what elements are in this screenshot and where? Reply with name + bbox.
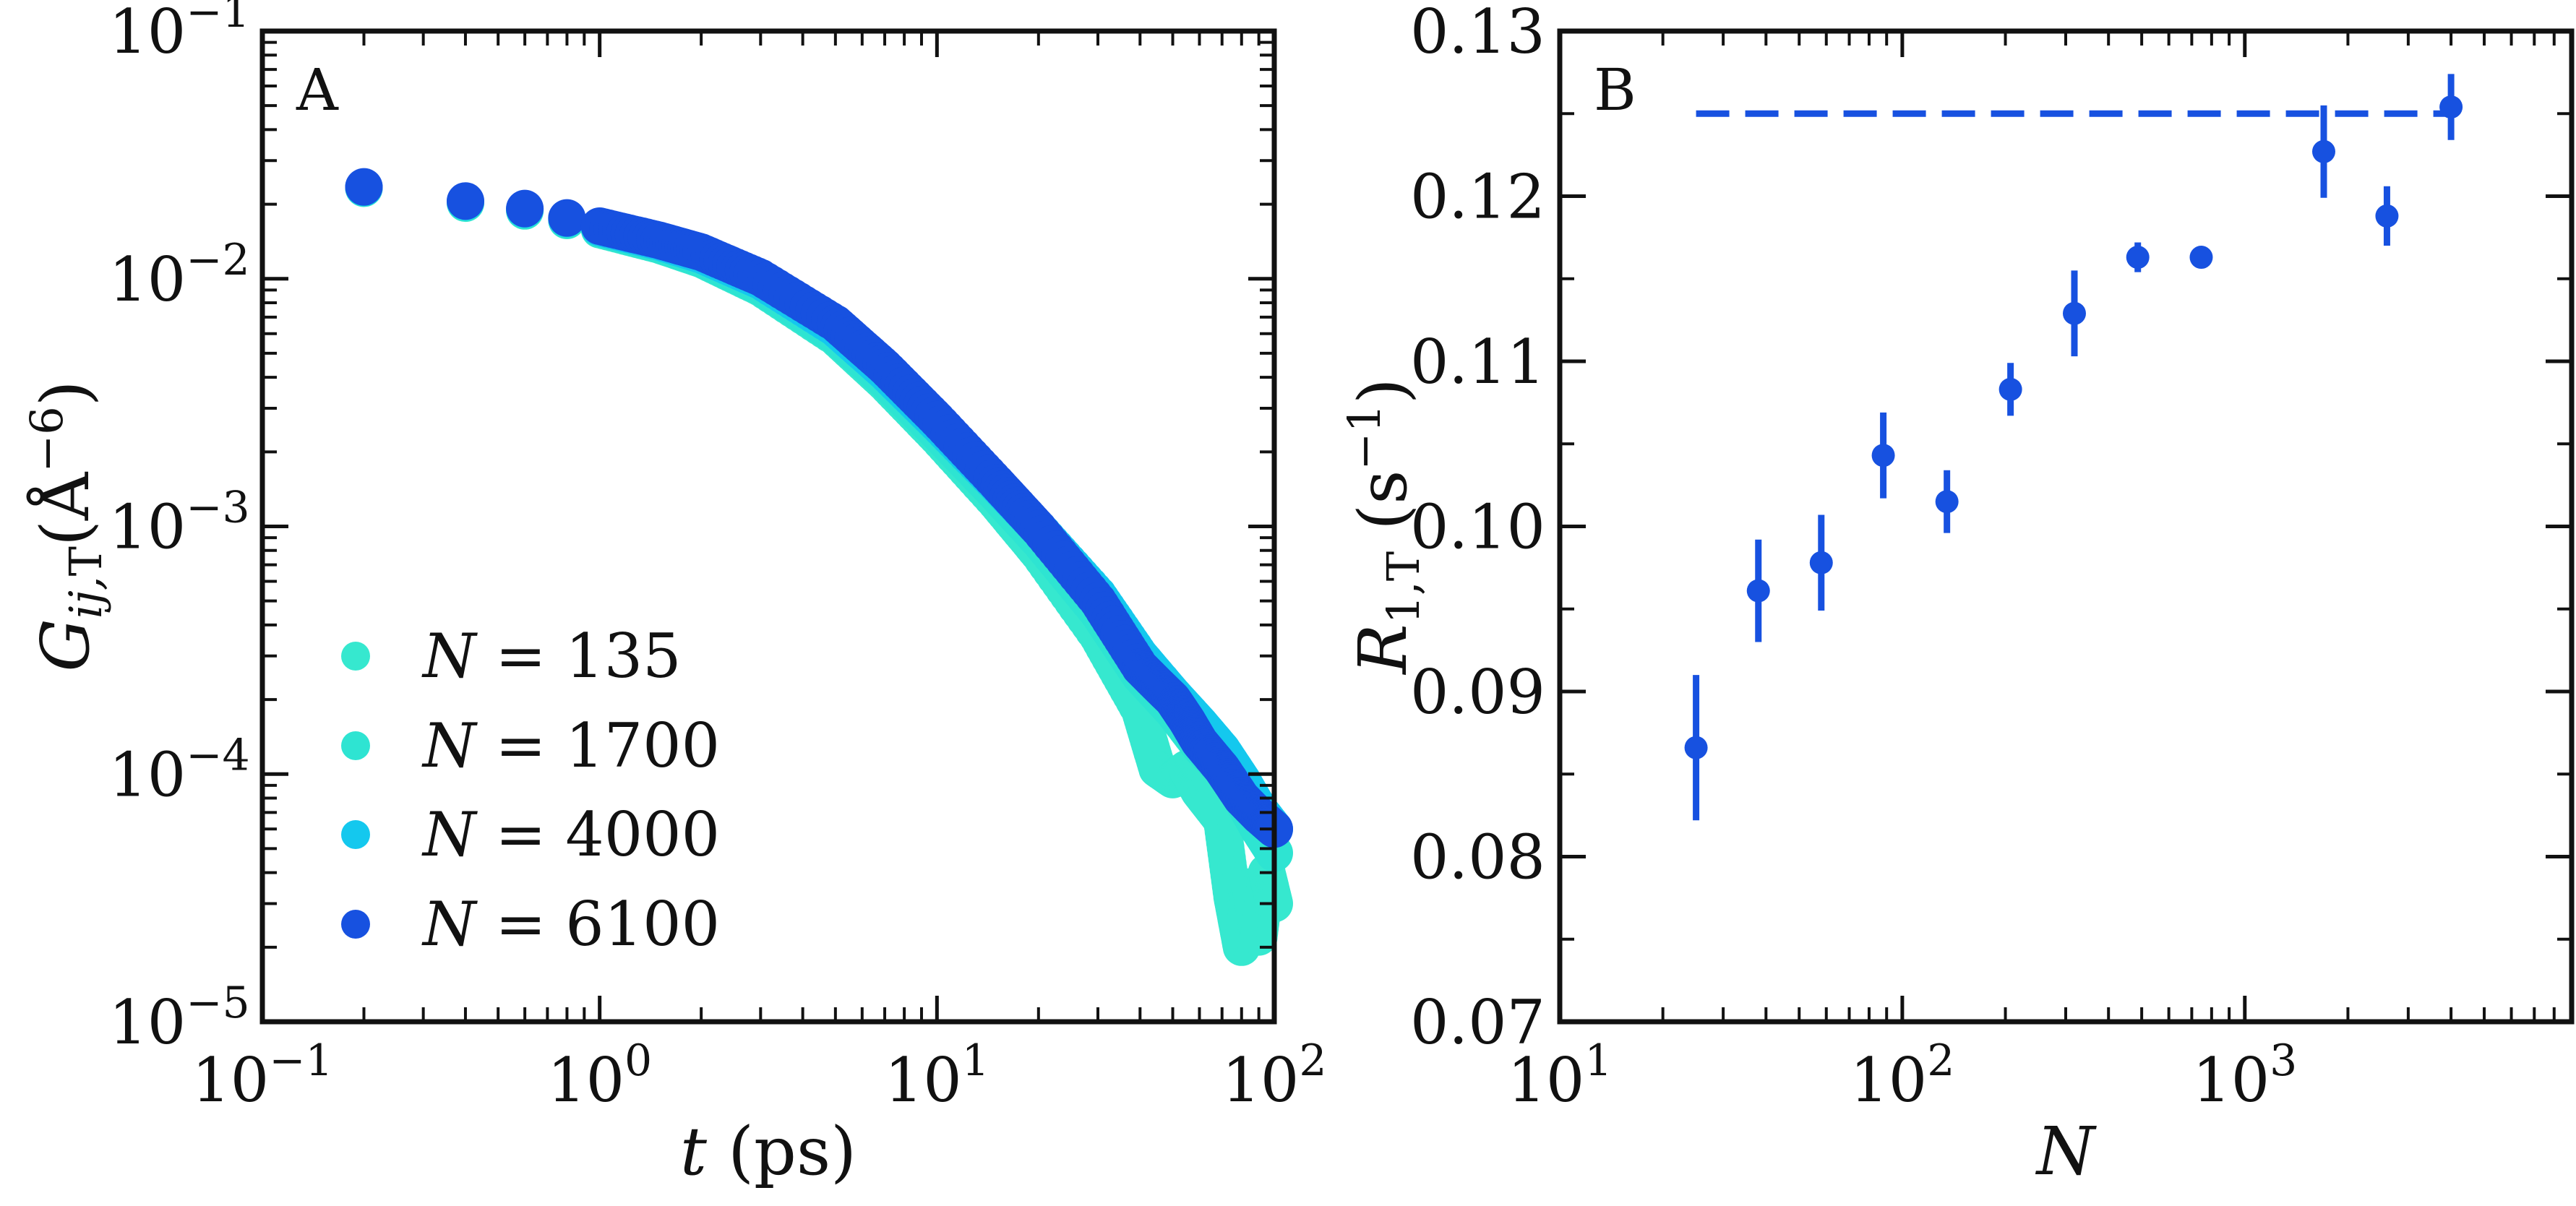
x-tick-label: 103	[2192, 1035, 2297, 1116]
y-tick-label: 10−3	[108, 483, 249, 563]
data-point	[506, 189, 544, 228]
y-tick-label: 10−1	[108, 0, 249, 67]
panel-a-frame	[259, 28, 1277, 1025]
y-tick-label: 10−4	[108, 730, 249, 810]
data-point	[2189, 246, 2213, 270]
series-n6100	[345, 168, 1293, 848]
panel-a-points	[345, 168, 1293, 966]
x-tick-label: 102	[1850, 1035, 1954, 1116]
data-point	[1998, 377, 2022, 401]
legend-marker-n135	[341, 642, 370, 671]
data-point	[1935, 490, 1959, 514]
y-tick-label: 0.09	[1410, 657, 1545, 728]
data-point	[1684, 736, 1708, 759]
panel-b-x-axis-label: N	[2035, 1113, 2098, 1190]
data-point	[2439, 95, 2463, 119]
panel-a-ticks	[260, 29, 1276, 1024]
legend-entry: N = 6100	[341, 889, 720, 960]
panel-a: 10−1 100 101 102 10−1 10−2 10−3 10−4 10−5 A t (p…	[20, 0, 1327, 1190]
y-tick-label: 0.12	[1410, 162, 1545, 233]
data-point	[2126, 246, 2150, 270]
data-point	[2062, 301, 2086, 325]
y-tick-label: 0.11	[1410, 327, 1545, 397]
legend-label-n135: N = 135	[421, 621, 682, 692]
panel-b-tick-labels: 101 102 103 0.07 0.08 0.09 0.10 0.11 0.12 0.13	[1410, 0, 2297, 1116]
panel-a-y-axis-label: Gij,T(Å−6)	[20, 380, 112, 671]
x-tick-label: 101	[885, 1035, 989, 1116]
x-tick-label: 100	[547, 1035, 652, 1116]
data-point	[345, 168, 383, 206]
y-tick-label: 0.07	[1410, 987, 1545, 1058]
x-tick-label: 102	[1222, 1035, 1326, 1116]
data-point	[2375, 204, 2399, 228]
y-tick-label: 10−5	[108, 978, 249, 1058]
y-tick-label: 0.08	[1410, 822, 1545, 893]
panel-a-tick-labels: 10−1 100 101 102 10−1 10−2 10−3 10−4 10−5	[108, 0, 1326, 1116]
panel-b-frame	[1557, 28, 2575, 1025]
x-tick-label: 10−1	[192, 1035, 332, 1116]
legend-entry: N = 4000	[341, 799, 720, 870]
y-tick-label: 0.10	[1410, 492, 1545, 563]
legend-label-n1700: N = 1700	[421, 710, 720, 781]
y-tick-label: 0.13	[1410, 0, 1545, 67]
legend-label-n6100: N = 6100	[421, 889, 720, 960]
data-point	[1809, 551, 1833, 574]
panel-a-legend: N = 135 N = 1700 N = 4000 N = 6100	[341, 621, 720, 960]
panel-b-ticks	[1558, 29, 2573, 1024]
panel-b-marks	[1684, 74, 2463, 821]
legend-marker-n4000	[341, 820, 370, 849]
data-point	[548, 199, 586, 237]
panel-b-label: B	[1594, 56, 1636, 124]
legend-entry: N = 1700	[341, 710, 720, 781]
x-tick-label: 101	[1507, 1035, 1612, 1116]
legend-marker-n1700	[341, 731, 370, 760]
data-point	[2311, 139, 2335, 163]
legend-entry: N = 135	[341, 621, 682, 692]
data-point	[447, 182, 484, 220]
data-point	[1746, 579, 1770, 603]
legend-marker-n6100	[341, 910, 370, 939]
panel-a-x-axis-label: t (ps)	[680, 1113, 856, 1190]
panel-a-label: A	[296, 56, 339, 124]
data-point	[1871, 444, 1895, 468]
legend-label-n4000: N = 4000	[421, 799, 720, 870]
panel-b-y-axis-label: R1,T (s−1)	[1338, 378, 1430, 675]
y-tick-label: 10−2	[108, 235, 249, 315]
